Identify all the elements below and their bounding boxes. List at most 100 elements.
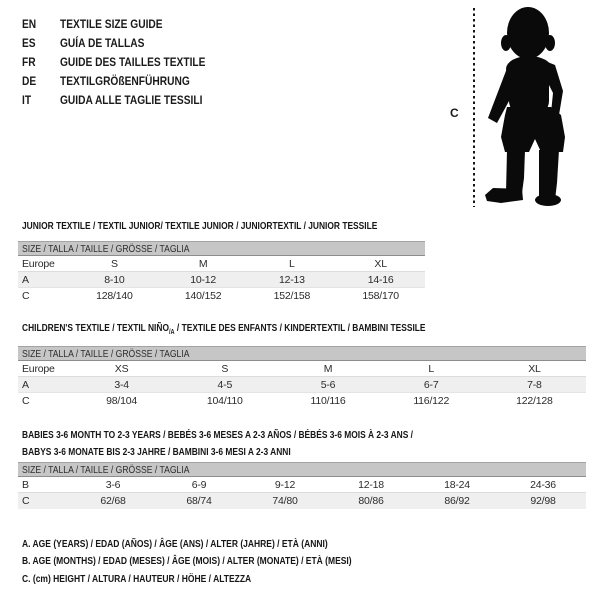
language-row-fr: FR GUIDE DES TAILLES TEXTILE: [22, 52, 231, 71]
title-segment: BABYS 3-6 MONATE BIS 2-3 JAHRE / BAMBINI…: [22, 446, 291, 459]
table-cell: 18-24: [444, 478, 470, 491]
table-cell: 140/152: [184, 290, 222, 302]
size-header-label: SIZE / TALLA / TAILLE / GRÖSSE / TAGLIA: [22, 463, 190, 476]
table-cell: L: [428, 362, 435, 375]
language-row-en: EN TEXTILE SIZE GUIDE: [22, 14, 231, 33]
title-segment: JUNIOR TEXTILE / TEXTIL JUNIOR/ TEXTILE …: [22, 219, 378, 232]
babies-table-title: BABIES 3-6 MONTH TO 2-3 YEARS / BEBÉS 3-…: [22, 426, 511, 461]
language-code-text: DE: [22, 73, 37, 88]
language-title-text: TEXTILE SIZE GUIDE: [60, 16, 163, 31]
title-segment: CHILDREN'S TEXTILE / TEXTIL NIÑO: [22, 321, 169, 334]
table-cell: 12-13: [278, 273, 305, 286]
table-cell: 4-5: [217, 378, 233, 391]
table-cell: S: [221, 362, 229, 375]
language-row-de: DE TEXTILGRÖßENFÜHRUNG: [22, 71, 231, 90]
height-dotted-line: [473, 8, 475, 207]
table-cell: 14-16: [367, 273, 394, 286]
language-code: IT: [22, 93, 60, 107]
language-title-text: GUIDA ALLE TAGLIE TESSILI: [60, 92, 203, 107]
language-code: ES: [22, 36, 60, 50]
table-cell: 8-10: [104, 273, 125, 286]
footnote-text: C. (cm) HEIGHT / ALTURA / HAUTEUR / HÖHE…: [22, 573, 252, 585]
row-label: A: [22, 378, 29, 391]
language-row-it: IT GUIDA ALLE TAGLIE TESSILI: [22, 90, 231, 109]
height-measure-label: C: [450, 106, 459, 120]
row-label: B: [22, 478, 29, 491]
table-cell: M: [323, 362, 333, 375]
language-title-text: GUÍA DE TALLAS: [60, 35, 145, 50]
row-label: C: [22, 395, 30, 407]
title-segment: / TEXTILE DES ENFANTS / KINDERTEXTIL / B…: [174, 321, 426, 334]
footnote-text: A. AGE (YEARS) / EDAD (AÑOS) / ÂGE (ANS)…: [22, 539, 328, 551]
table-title-line: BABIES 3-6 MONTH TO 2-3 YEARS / BEBÉS 3-…: [22, 426, 511, 444]
babies-size-table: SIZE / TALLA / TAILLE / GRÖSSE / TAGLIA B…: [18, 462, 586, 509]
table-title-line: BABYS 3-6 MONATE BIS 2-3 JAHRE / BAMBINI…: [22, 444, 511, 462]
table-row-b: B 3-6 6-9 9-12 12-18 18-24 24-36: [18, 477, 586, 493]
table-title-text: CHILDREN'S TEXTILE / TEXTIL NIÑO/A / TEX…: [22, 322, 426, 336]
table-cell: S: [110, 257, 118, 270]
table-row-c: C 62/68 68/74 74/80 80/86 86/92 92/98: [18, 493, 586, 509]
table-cell: 158/170: [362, 290, 399, 302]
table-cell: 3-4: [114, 378, 129, 391]
language-title-text: TEXTILGRÖßENFÜHRUNG: [60, 73, 190, 88]
table-row-a: A 3-4 4-5 5-6 6-7 7-8: [18, 377, 586, 393]
row-label: C: [22, 495, 30, 507]
size-header-bar: SIZE / TALLA / TAILLE / GRÖSSE / TAGLIA: [18, 462, 586, 477]
language-code: FR: [22, 55, 60, 69]
table-cell: M: [198, 257, 208, 270]
footnote-c: C. (cm) HEIGHT / ALTURA / HAUTEUR / HÖHE…: [22, 571, 410, 588]
table-title-text: JUNIOR TEXTILE / TEXTIL JUNIOR/ TEXTILE …: [22, 220, 377, 232]
language-title: GUIDE DES TAILLES TEXTILE: [60, 55, 231, 69]
language-code-text: FR: [22, 54, 36, 69]
table-cell: 116/122: [413, 395, 450, 407]
row-label: A: [22, 273, 29, 286]
title-segment: BABIES 3-6 MONTH TO 2-3 YEARS / BEBÉS 3-…: [22, 428, 414, 441]
language-title: GUIDA ALLE TAGLIE TESSILI: [60, 93, 228, 107]
language-title-text: GUIDE DES TAILLES TEXTILE: [60, 54, 206, 69]
size-header-label: SIZE / TALLA / TAILLE / GRÖSSE / TAGLIA: [22, 242, 190, 255]
footnote-a: A. AGE (YEARS) / EDAD (AÑOS) / ÂGE (ANS)…: [22, 536, 410, 553]
table-row-c: C 98/104 104/110 110/116 116/122 122/128: [18, 393, 586, 409]
language-code-text: EN: [22, 16, 37, 31]
table-cell: 68/74: [186, 495, 212, 507]
table-row-europe: Europe XS S M L XL: [18, 361, 586, 377]
table-cell: 74/80: [272, 495, 298, 507]
children-size-table: SIZE / TALLA / TAILLE / GRÖSSE / TAGLIA E…: [18, 346, 586, 409]
table-cell: 24-36: [530, 478, 556, 491]
table-cell: 3-6: [105, 478, 121, 491]
language-code-text: ES: [22, 35, 36, 50]
table-cell: 62/68: [100, 495, 126, 507]
table-row-europe: Europe S M L XL: [18, 256, 425, 272]
table-cell: 104/110: [206, 395, 243, 407]
table-cell: XL: [374, 257, 387, 270]
table-cell: 9-12: [274, 478, 296, 491]
table-cell: 6-9: [191, 478, 207, 491]
table-cell: 6-7: [423, 378, 439, 391]
table-row-a: A 8-10 10-12 12-13 14-16: [18, 272, 425, 288]
junior-table-title: JUNIOR TEXTILE / TEXTIL JUNIOR/ TEXTILE …: [22, 217, 466, 235]
table-cell: L: [289, 257, 295, 270]
table-cell: 5-6: [320, 378, 336, 391]
table-row-c: C 128/140 140/152 152/158 158/170: [18, 288, 425, 304]
table-cell: 10-12: [190, 273, 217, 286]
language-code: EN: [22, 17, 60, 31]
language-code: DE: [22, 74, 60, 88]
table-cell: 12-18: [358, 478, 384, 491]
table-cell: 110/116: [310, 395, 346, 407]
table-cell: 122/128: [516, 395, 553, 407]
table-cell: XS: [114, 362, 129, 375]
table-title-line: CHILDREN'S TEXTILE / TEXTIL NIÑO/A / TEX…: [22, 320, 526, 338]
table-cell: 128/140: [96, 290, 133, 302]
language-title: TEXTILE SIZE GUIDE: [60, 17, 181, 31]
row-label: Europe: [22, 362, 55, 375]
table-cell: 80/86: [358, 495, 384, 507]
size-header-bar: SIZE / TALLA / TAILLE / GRÖSSE / TAGLIA: [18, 346, 586, 361]
table-title-text: BABYS 3-6 MONATE BIS 2-3 JAHRE / BAMBINI…: [22, 446, 291, 458]
footnote-text: B. AGE (MONTHS) / EDAD (MESES) / ÂGE (MO…: [22, 556, 352, 568]
row-label: Europe: [22, 257, 55, 270]
footnotes: A. AGE (YEARS) / EDAD (AÑOS) / ÂGE (ANS)…: [22, 536, 410, 588]
table-cell: 152/158: [273, 290, 311, 302]
language-row-es: ES GUÍA DE TALLAS: [22, 33, 231, 52]
language-title: TEXTILGRÖßENFÜHRUNG: [60, 74, 213, 88]
table-cell: 98/104: [106, 395, 138, 407]
